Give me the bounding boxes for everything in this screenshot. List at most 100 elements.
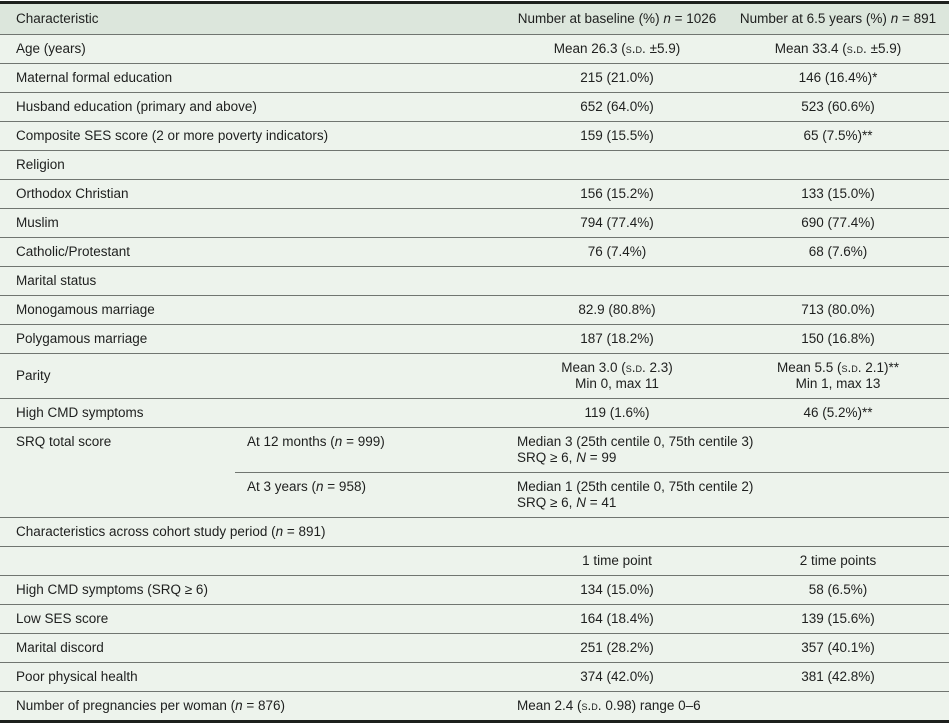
n-italic: N (576, 450, 586, 465)
row-age: Age (years) Mean 26.3 (s.d. ±5.9) Mean 3… (0, 34, 949, 64)
cell-label: Marital discord (0, 633, 507, 663)
cell-baseline-value: Mean 3.0 (s.d. 2.3) Min 0, max 11 (507, 353, 727, 399)
n-italic: n (334, 434, 343, 449)
value-text: 0.98) range 0–6 (601, 698, 701, 713)
header-baseline: Number at baseline (%) n = 1026 (507, 2, 727, 35)
cell-label: Monogamous marriage (0, 295, 507, 325)
label-count: = 876) (242, 698, 286, 713)
sd-smallcaps: s.d. (625, 360, 646, 375)
row-monogamous-marriage: Monogamous marriage 82.9 (80.8%) 713 (80… (0, 295, 949, 325)
cell-label: Low SES score (0, 604, 507, 634)
timepoint-count: = 958) (323, 479, 366, 494)
srq-median-line: Median 1 (25th centile 0, 75th centile 2… (517, 479, 754, 494)
cell-1tp-value: 374 (42.0%) (507, 662, 727, 692)
table-header-row: Characteristic Number at baseline (%) n … (0, 2, 949, 35)
value-text: Mean 2.4 ( (517, 698, 582, 713)
n-italic: N (576, 495, 586, 510)
cell-followup-value: 150 (16.8%) (727, 324, 949, 354)
header-characteristic: Characteristic (0, 2, 507, 35)
cell-baseline-value: 82.9 (80.8%) (507, 295, 727, 325)
cell-label: High CMD symptoms (SRQ ≥ 6) (0, 575, 507, 605)
timepoint-text: At 3 years ( (247, 479, 317, 494)
cell-followup-value: Mean 33.4 (s.d. ±5.9) (727, 34, 949, 64)
cell-followup-value: 713 (80.0%) (727, 295, 949, 325)
cell-label: Orthodox Christian (0, 179, 507, 209)
cell-baseline-value: Mean 26.3 (s.d. ±5.9) (507, 34, 727, 64)
cell-1tp-value: 134 (15.0%) (507, 575, 727, 605)
cell-followup-value: 46 (5.2%)** (727, 398, 949, 428)
cell-srq-timepoint: At 12 months (n = 999) (235, 427, 507, 473)
timepoint-text: At 12 months ( (247, 434, 335, 449)
cell-label: Catholic/Protestant (0, 237, 507, 267)
n-italic: n (316, 479, 324, 494)
sd-smallcaps: s.d. (581, 698, 602, 713)
cell-srq-value: Median 3 (25th centile 0, 75th centile 3… (507, 427, 949, 473)
row-muslim: Muslim 794 (77.4%) 690 (77.4%) (0, 208, 949, 238)
srq-median-line: Median 3 (25th centile 0, 75th centile 3… (517, 434, 754, 449)
cell-2tp-value: 381 (42.8%) (727, 662, 949, 692)
row-high-cmd-srq6: High CMD symptoms (SRQ ≥ 6) 134 (15.0%) … (0, 575, 949, 605)
row-pregnancies: Number of pregnancies per woman (n = 876… (0, 692, 949, 722)
value-text: SRQ ≥ 6, (517, 495, 577, 510)
parity-followup-mean: Mean 5.5 (s.d. 2.1)** (735, 360, 941, 376)
cell-label: Maternal formal education (0, 63, 507, 93)
header-followup-text: Number at 6.5 years (%) (739, 11, 891, 26)
subheader-empty-cell (0, 546, 507, 576)
section-text: Characteristics across cohort study peri… (16, 524, 276, 539)
cell-baseline-value: 215 (21.0%) (507, 63, 727, 93)
cell-label: Husband education (primary and above) (0, 92, 507, 122)
cell-label: Age (years) (0, 34, 507, 64)
value-text: Mean 3.0 ( (561, 360, 626, 375)
timepoint-count: = 999) (342, 434, 385, 449)
section-label: Religion (0, 150, 949, 180)
header-baseline-count: = 1026 (670, 11, 717, 26)
cell-baseline-value: 652 (64.0%) (507, 92, 727, 122)
section-row-religion: Religion (0, 150, 949, 180)
section-row-marital-status: Marital status (0, 266, 949, 296)
cell-label: Number of pregnancies per woman (n = 876… (0, 692, 507, 722)
cell-label: Poor physical health (0, 662, 507, 692)
cell-2tp-value: 58 (6.5%) (727, 575, 949, 605)
row-poor-physical-health: Poor physical health 374 (42.0%) 381 (42… (0, 662, 949, 692)
subheader-2-time-points: 2 time points (727, 546, 949, 576)
sd-smallcaps: s.d. (841, 360, 862, 375)
cell-baseline-value: 187 (18.2%) (507, 324, 727, 354)
row-srq-12-months: SRQ total score At 12 months (n = 999) M… (0, 427, 949, 518)
sd-smallcaps: s.d. (625, 41, 646, 56)
row-parity: Parity Mean 3.0 (s.d. 2.3) Min 0, max 11… (0, 353, 949, 399)
cell-followup-value: 133 (15.0%) (727, 179, 949, 209)
row-orthodox-christian: Orthodox Christian 156 (15.2%) 133 (15.0… (0, 179, 949, 209)
cell-label: Composite SES score (2 or more poverty i… (0, 121, 507, 151)
section-row-cohort-period: Characteristics across cohort study peri… (0, 517, 949, 547)
value-text: = 41 (585, 495, 617, 510)
cell-label: Parity (0, 353, 507, 399)
row-marital-discord: Marital discord 251 (28.2%) 357 (40.1%) (0, 633, 949, 663)
n-italic: n (275, 524, 284, 539)
header-baseline-text: Number at baseline (%) (517, 11, 664, 26)
cell-baseline-value: 794 (77.4%) (507, 208, 727, 238)
value-text: SRQ ≥ 6, (517, 450, 577, 465)
value-text: 2.3) (645, 360, 673, 375)
srq-threshold-line: SRQ ≥ 6, N = 41 (517, 495, 941, 511)
header-baseline-n-italic: n (663, 11, 671, 26)
cell-srq-timepoint: At 3 years (n = 958) (235, 472, 507, 518)
value-text: ±5.9) (866, 41, 902, 56)
cell-label: Muslim (0, 208, 507, 238)
row-composite-ses: Composite SES score (2 or more poverty i… (0, 121, 949, 151)
value-text: ±5.9) (645, 41, 681, 56)
row-catholic-protestant: Catholic/Protestant 76 (7.4%) 68 (7.6%) (0, 237, 949, 267)
cell-pregnancies-value: Mean 2.4 (s.d. 0.98) range 0–6 (507, 692, 949, 722)
srq-threshold-line: SRQ ≥ 6, N = 99 (517, 450, 941, 466)
row-maternal-education: Maternal formal education 215 (21.0%) 14… (0, 63, 949, 93)
cell-2tp-value: 357 (40.1%) (727, 633, 949, 663)
subheader-1-time-point: 1 time point (507, 546, 727, 576)
row-low-ses-score: Low SES score 164 (18.4%) 139 (15.6%) (0, 604, 949, 634)
section-label: Marital status (0, 266, 949, 296)
row-high-cmd-symptoms: High CMD symptoms 119 (1.6%) 46 (5.2%)** (0, 398, 949, 428)
cell-baseline-value: 156 (15.2%) (507, 179, 727, 209)
cell-followup-value: 146 (16.4%)* (727, 63, 949, 93)
cell-2tp-value: 139 (15.6%) (727, 604, 949, 634)
cell-followup-value: 523 (60.6%) (727, 92, 949, 122)
